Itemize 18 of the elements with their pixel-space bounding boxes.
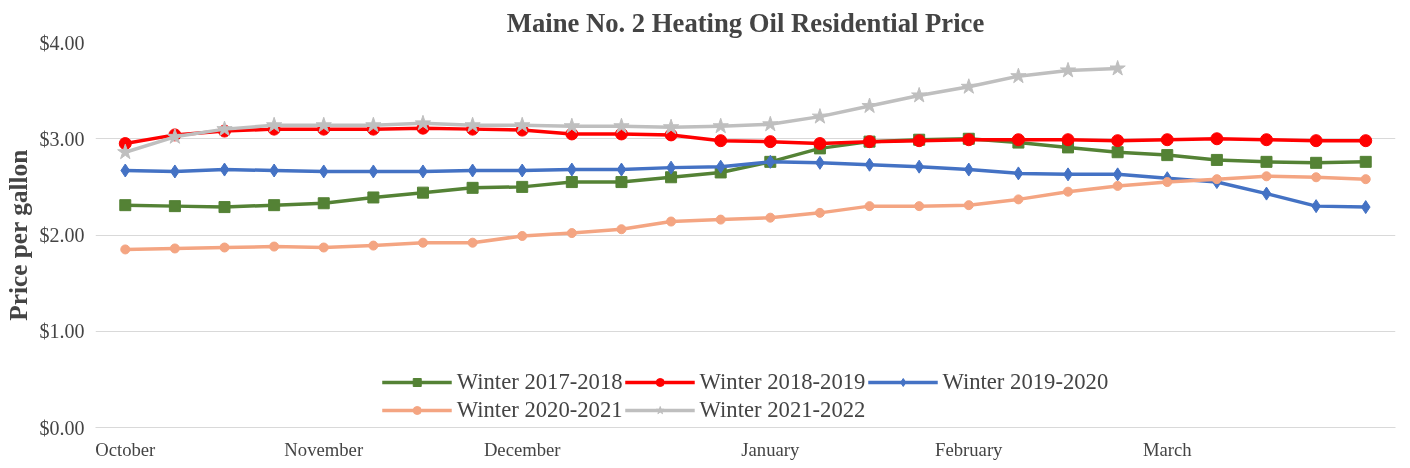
y-tick-label: $4.00 [39,31,85,54]
x-tick-label: December [483,438,562,460]
y-tick-label: $0.00 [39,416,85,439]
y-axis-title: Price per gallon [3,149,32,321]
legend-label: Winter 2020-2021 [456,397,623,423]
x-tick-label: October [95,438,157,460]
x-tick-label: February [935,438,1004,460]
y-tick-label: $1.00 [39,320,85,343]
chart-title: Maine No. 2 Heating Oil Residential Price [506,7,985,38]
y-tick-label: $2.00 [39,224,85,246]
x-tick-label: March [1142,438,1193,460]
x-tick-label: November [284,438,364,460]
legend-label: Winter 2017-2018 [456,369,623,395]
legend-label: Winter 2021-2022 [699,397,866,423]
legend-label: Winter 2018-2019 [699,369,866,395]
x-tick-label: January [741,438,800,460]
y-tick-label: $3.00 [39,127,85,150]
legend-label: Winter 2019-2020 [942,369,1109,395]
